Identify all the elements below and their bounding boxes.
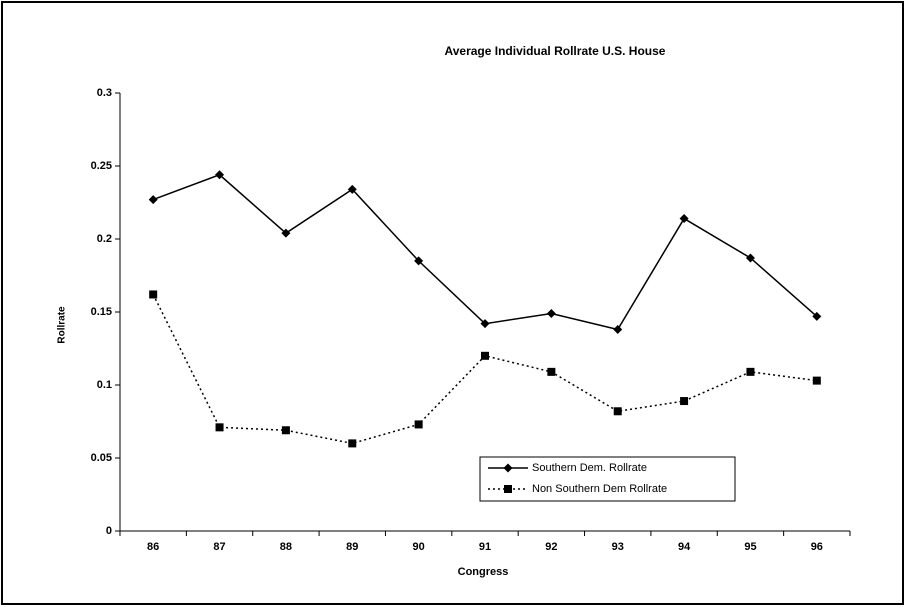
y-tick-label: 0 [106,525,112,537]
legend-box [479,456,736,502]
x-tick-label: 88 [280,541,292,553]
point [281,426,290,435]
y-tick-label: 0.3 [97,87,112,99]
point [679,214,689,224]
point [812,311,822,321]
legend-label: Non Southern Dem Rollrate [532,483,667,495]
x-tick-label: 91 [479,541,491,553]
point [613,407,622,416]
point [480,319,490,329]
x-tick-label: 92 [545,541,557,553]
x-tick-label: 87 [213,541,225,553]
x-tick-label: 90 [413,541,425,553]
point [546,308,556,318]
point [348,439,357,448]
point [746,367,755,376]
point [414,420,423,429]
point [215,170,225,180]
y-tick-label: 0.2 [97,233,112,245]
legend-marker [504,485,512,493]
y-tick-label: 0.05 [91,452,112,464]
point [481,351,489,360]
point [745,253,755,263]
y-tick-label: 0.25 [91,160,112,172]
y-tick-label: 0.15 [91,306,112,318]
y-tick-label: 0.1 [97,379,112,391]
point [347,184,357,194]
chart-title: Average Individual Rollrate U.S. House [445,44,666,58]
point [680,397,689,406]
point [149,290,158,299]
point [414,256,424,266]
legend-label: Southern Dem. Rollrate [532,462,647,474]
point [547,367,556,376]
point [613,325,623,335]
x-tick-label: 96 [811,541,823,553]
y-axis-label: Rollrate [57,306,68,344]
x-tick-label: 86 [147,541,159,553]
point [281,228,291,238]
x-tick-label: 89 [346,541,358,553]
legend-marker [503,463,513,473]
point [215,423,224,432]
point [148,195,158,205]
x-tick-label: 94 [678,541,691,553]
x-tick-label: 95 [744,541,756,553]
point [812,376,821,385]
x-axis-label: Congress [458,566,509,578]
x-tick-label: 93 [612,541,624,553]
